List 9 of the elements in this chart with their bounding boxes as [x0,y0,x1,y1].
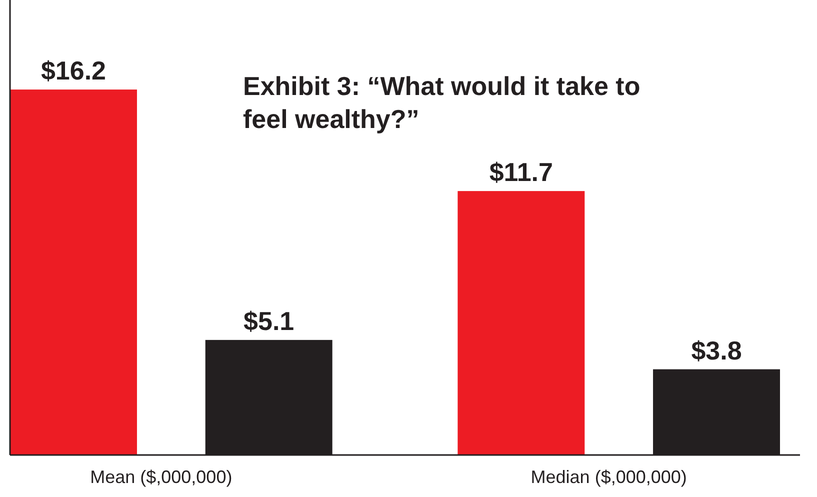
data-label: $11.7 [489,157,553,188]
data-label: $16.2 [40,56,106,86]
data-label: $3.8 [691,335,742,366]
bar [458,191,585,455]
x-tick-label: Mean ($,000,000) [90,467,232,487]
x-tick-label: Median ($,000,000) [530,467,687,487]
chart-title: Exhibit 3: “What would it take to feel wealthy?” [243,71,640,134]
data-label: $5.1 [244,306,294,336]
bar [10,90,137,455]
